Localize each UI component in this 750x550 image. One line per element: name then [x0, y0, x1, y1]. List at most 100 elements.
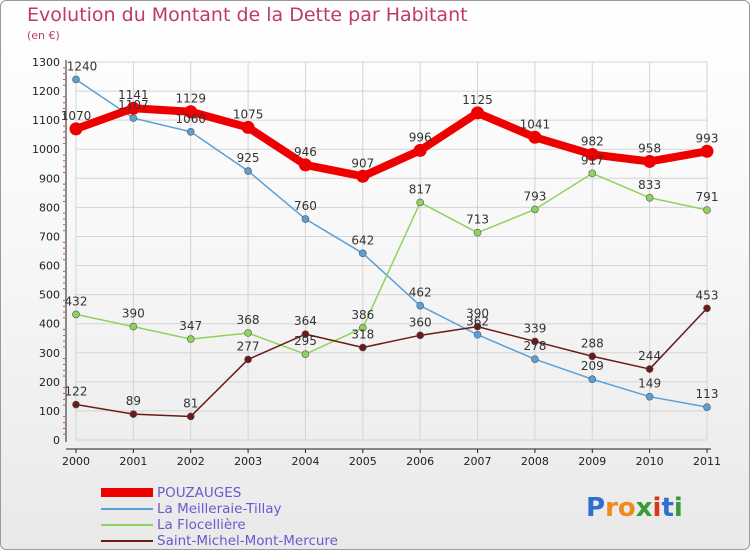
series-line-la-flocelli-re [75, 172, 708, 355]
data-point[interactable] [301, 215, 310, 223]
data-point[interactable] [244, 355, 252, 364]
y-tick-label: 1200 [32, 85, 60, 98]
data-point[interactable] [241, 120, 255, 134]
data-label: 364 [294, 314, 317, 328]
data-point[interactable] [298, 158, 312, 172]
data-point[interactable] [186, 127, 195, 136]
data-label: 713 [466, 213, 489, 227]
data-point[interactable] [126, 101, 140, 115]
proxiti-logo: Proxiti [586, 493, 683, 523]
data-point[interactable] [416, 301, 424, 310]
data-label: 288 [581, 336, 604, 350]
data-point[interactable] [244, 167, 252, 175]
data-label: 462 [409, 286, 432, 300]
data-label: 277 [237, 339, 260, 353]
data-point[interactable] [531, 337, 539, 346]
data-point[interactable] [531, 205, 539, 214]
data-point[interactable] [531, 355, 539, 363]
x-tick-label: 2008 [521, 455, 549, 468]
x-tick-label: 2001 [119, 455, 147, 468]
data-point[interactable] [645, 193, 654, 202]
data-point[interactable] [471, 106, 485, 120]
data-point[interactable] [416, 331, 424, 340]
data-point[interactable] [588, 375, 597, 384]
data-point[interactable] [703, 206, 711, 214]
data-point[interactable] [585, 147, 599, 161]
y-tick-label: 900 [39, 172, 60, 185]
data-label: 642 [351, 233, 374, 247]
data-labels: 1070 1141 1129 1075 946 907 996 1125 1041 982 958 9… [61, 59, 719, 410]
data-label: 295 [294, 334, 317, 348]
data-point[interactable] [244, 329, 252, 337]
data-label: 993 [696, 131, 719, 145]
data-point[interactable] [645, 365, 654, 373]
data-point[interactable] [359, 323, 367, 332]
y-tick-label: 700 [39, 230, 60, 243]
data-point[interactable] [359, 249, 367, 258]
data-label: 209 [581, 359, 604, 373]
data-label: 1240 [67, 59, 98, 73]
data-point[interactable] [473, 228, 482, 237]
logo-letter: P [586, 493, 606, 523]
data-point[interactable] [129, 322, 138, 331]
data-point[interactable] [186, 412, 195, 421]
data-point[interactable] [588, 169, 597, 178]
logo-letter: t [661, 493, 674, 523]
data-point[interactable] [129, 114, 138, 122]
data-point[interactable] [473, 330, 482, 339]
data-point[interactable] [473, 322, 482, 331]
legend-swatch [101, 540, 153, 542]
chart-title: Evolution du Montant de la Dette par Hab… [27, 4, 468, 26]
data-point[interactable] [129, 410, 138, 418]
x-tick-label: 2005 [349, 455, 377, 468]
data-label: 1125 [462, 93, 493, 107]
data-point[interactable] [528, 130, 542, 144]
y-tick-label: 500 [39, 289, 60, 302]
data-label: 982 [581, 134, 604, 148]
y-tick-label: 100 [39, 405, 60, 418]
data-point[interactable] [72, 310, 80, 319]
data-label: 1107 [118, 98, 149, 112]
legend-swatch [101, 488, 153, 497]
data-label: 958 [638, 141, 661, 155]
data-label: 1060 [175, 112, 206, 126]
logo-letter: o [617, 493, 636, 523]
data-point[interactable] [645, 392, 654, 401]
data-point[interactable] [356, 169, 370, 183]
axes: 0 100 200 300 400 500 600 700 800 900 1000 1100 1200… [32, 56, 721, 468]
x-tick-label: 2009 [578, 455, 606, 468]
data-label: 347 [179, 319, 202, 333]
data-label: 793 [523, 189, 546, 203]
data-point[interactable] [359, 343, 367, 352]
series-line-pouzauges [72, 104, 711, 181]
data-label: 368 [237, 313, 260, 327]
data-point[interactable] [186, 335, 195, 343]
data-label: 390 [122, 307, 145, 321]
data-label: 1129 [175, 92, 206, 106]
data-point[interactable] [700, 144, 714, 158]
y-tick-label: 800 [39, 201, 60, 214]
data-label: 1141 [118, 88, 149, 102]
x-tick-label: 2007 [464, 455, 492, 468]
data-point[interactable] [703, 403, 711, 411]
data-point[interactable] [184, 105, 198, 119]
data-point[interactable] [72, 400, 80, 409]
y-tick-label: 0 [53, 434, 60, 447]
data-point[interactable] [588, 352, 597, 361]
data-label: 149 [638, 377, 661, 391]
data-label: 817 [409, 182, 432, 196]
data-point[interactable] [301, 350, 310, 359]
data-point[interactable] [416, 198, 424, 207]
y-tick-label: 1000 [32, 143, 60, 156]
data-point[interactable] [643, 154, 657, 168]
data-point[interactable] [69, 122, 83, 136]
data-label: 122 [65, 385, 88, 399]
data-point[interactable] [301, 330, 310, 338]
data-label: 1075 [233, 107, 264, 121]
data-point[interactable] [72, 75, 80, 84]
data-point[interactable] [413, 143, 427, 157]
data-label: 278 [523, 339, 546, 353]
logo-letter: i [673, 493, 683, 523]
data-point[interactable] [703, 304, 711, 313]
data-label: 360 [409, 315, 432, 329]
